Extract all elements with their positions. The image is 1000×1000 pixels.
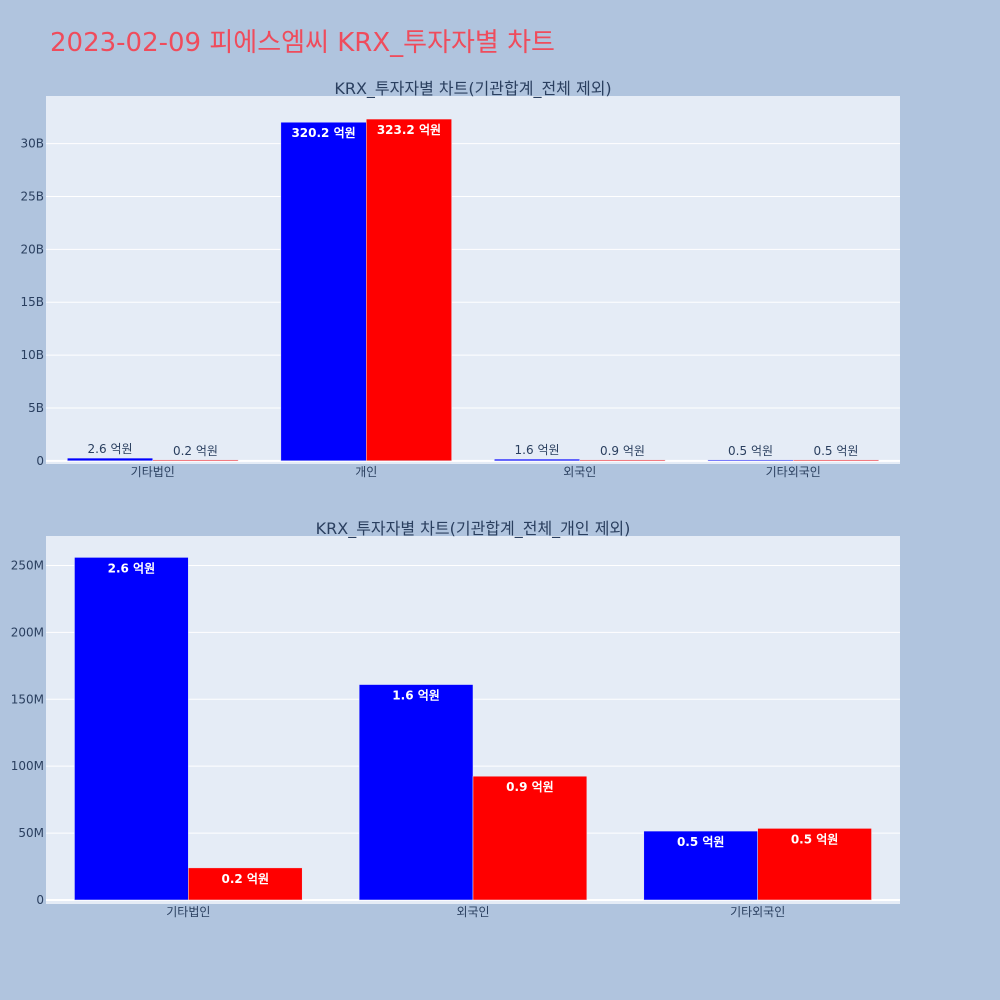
data-label: 0.5 억원 (728, 444, 773, 458)
chart-title: KRX_투자자별 차트(기관합계_전체 제외) (334, 79, 611, 99)
chart-title: KRX_투자자별 차트(기관합계_전체_개인 제외) (316, 519, 631, 539)
data-label: 0.2 억원 (173, 444, 218, 458)
data-label: 323.2 억원 (377, 123, 441, 137)
data-label: 0.9 억원 (506, 780, 554, 794)
y-tick-label: 50M (18, 826, 44, 840)
y-tick-label: 15B (20, 295, 44, 309)
chart-2: 0 50M 100M 150M 200M 250M KRX_투자자별 차트(기관합계_전체_… (11, 519, 900, 919)
y-tick-label: 10B (20, 348, 44, 362)
x-tick-label: 개인 (355, 465, 377, 479)
sell-bar (188, 867, 303, 901)
x-tick-label: 외국인 (563, 465, 596, 479)
y-tick-label: 0 (36, 893, 44, 907)
y-tick-label: 20B (20, 242, 44, 256)
buy-bar (74, 557, 189, 901)
y-tick-label: 25B (20, 189, 44, 203)
data-label: 0.5 억원 (813, 444, 858, 458)
data-label: 320.2 억원 (291, 126, 355, 140)
buy-bar (280, 121, 367, 462)
sell-bar (366, 118, 452, 462)
y-tick-label: 250M (11, 558, 44, 572)
buy-bar (643, 830, 758, 901)
x-tick-label: 기타법인 (166, 905, 210, 919)
data-label: 2.6 억원 (88, 442, 133, 456)
buy-bar (494, 458, 581, 462)
y-tick-label: 100M (11, 759, 44, 773)
data-label: 0.5 억원 (791, 832, 839, 846)
sell-bar (152, 459, 239, 462)
plot-area (46, 96, 900, 464)
y-tick-label: 200M (11, 625, 44, 639)
y-tick-label: 0 (36, 454, 44, 468)
sell-bar (579, 459, 666, 462)
data-label: 2.6 억원 (108, 561, 156, 575)
data-label: 0.2 억원 (222, 872, 270, 886)
x-tick-label: 외국인 (456, 905, 489, 919)
buy-bar (67, 457, 153, 462)
sell-bar (472, 775, 588, 901)
page-title: 2023-02-09 피에스엠씨 KRX_투자자별 차트 (50, 28, 555, 58)
x-tick-label: 기타외국인 (730, 905, 785, 919)
data-label: 1.6 억원 (392, 689, 440, 703)
sell-bar (793, 459, 879, 462)
buy-bar (707, 459, 794, 462)
chart-1: 0 5B 10B 15B 20B 25B 30B KRX_투자자별 차트(기관합계_전체 제외… (20, 79, 900, 479)
y-tick-label: 30B (20, 137, 44, 151)
data-label: 0.5 억원 (677, 835, 725, 849)
data-label: 1.6 억원 (515, 443, 560, 457)
x-tick-label: 기타외국인 (766, 465, 821, 479)
sell-bar (757, 828, 872, 901)
data-label: 0.9 억원 (600, 444, 645, 458)
y-tick-label: 150M (11, 692, 44, 706)
x-tick-label: 기타법인 (131, 465, 175, 479)
buy-bar (358, 684, 474, 901)
y-tick-label: 5B (28, 401, 44, 415)
